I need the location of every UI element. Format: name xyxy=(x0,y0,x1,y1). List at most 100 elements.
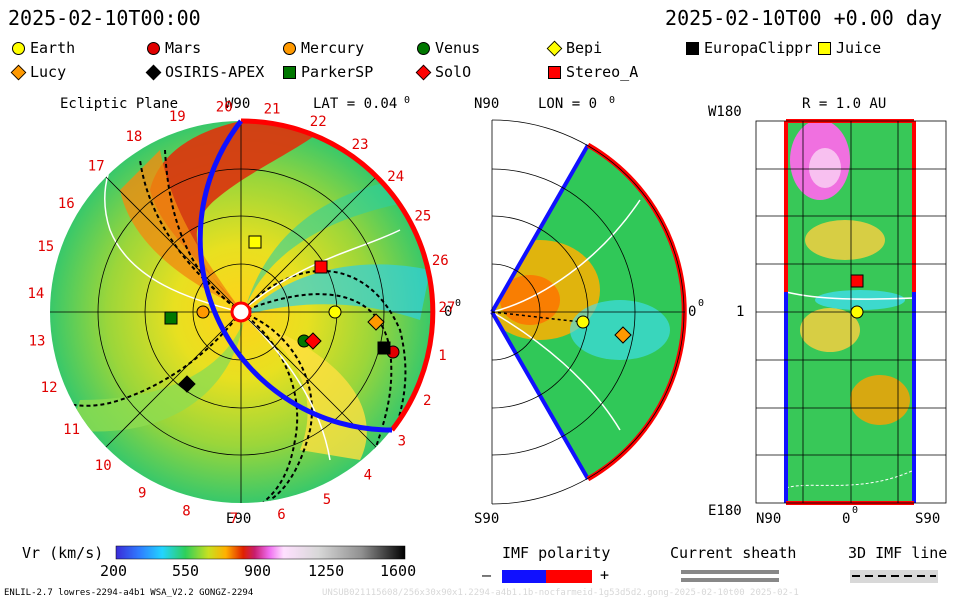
meridional-earth-marker xyxy=(576,315,590,329)
meridional-core-region xyxy=(500,275,560,325)
legend-item-solo: SolO xyxy=(415,63,472,81)
legend-item-europaclippr: EuropaClippr xyxy=(686,39,812,57)
carrington-label: 24 xyxy=(387,169,404,185)
legend-symbol-square xyxy=(283,65,296,79)
carrington-label: 16 xyxy=(58,196,75,212)
ecliptic-right-degree: 0 xyxy=(455,298,462,309)
slow-wind-lobe xyxy=(70,320,244,432)
sphere-imf-line-2 xyxy=(785,469,915,489)
r-label: R = 1.0 AU xyxy=(802,96,887,112)
legend-item-parkersp: ParkerSP xyxy=(283,63,373,81)
sphere-earth-marker xyxy=(850,305,864,319)
right-x-label-n90: N90 xyxy=(756,511,782,527)
carrington-label: 3 xyxy=(398,434,406,450)
europaclippr-marker xyxy=(377,341,391,355)
carrington-label: 12 xyxy=(41,380,58,396)
legend-label: Venus xyxy=(435,39,481,57)
legend-item-earth: Earth xyxy=(12,39,75,57)
right-y-mid-label: 1 xyxy=(736,304,745,320)
legend-label: SolO xyxy=(435,63,472,81)
carrington-label: 6 xyxy=(277,507,285,523)
legend-item-stereo-a: Stereo_A xyxy=(548,63,638,81)
legend-item-mars: Mars xyxy=(147,39,201,57)
carrington-label: 25 xyxy=(414,208,431,224)
legend-label: OSIRIS-APEX xyxy=(165,63,265,81)
carrington-label: 1 xyxy=(438,348,446,364)
ecliptic-top-label: W90 xyxy=(225,96,251,112)
legend-label: Juice xyxy=(836,39,882,57)
legend-symbol-circle xyxy=(283,41,296,55)
stereo-a-marker xyxy=(314,260,328,274)
ecliptic-bodies xyxy=(164,235,400,393)
legend-item-bepi: Bepi xyxy=(546,39,603,57)
footer-run: UNSUB021115608/256x30x90x1.2294-a4b1.1b-… xyxy=(322,588,799,598)
carrington-label: 10 xyxy=(95,458,112,474)
legend-item-mercury: Mercury xyxy=(283,39,364,57)
legend-symbol-circle xyxy=(417,41,430,55)
carrington-label: 4 xyxy=(364,467,372,483)
carrington-label: 8 xyxy=(182,504,190,520)
sheath-swatch-1 xyxy=(681,570,779,574)
legend-symbol-circle xyxy=(147,41,160,55)
date-right: 2025-02-10T00 +0.00 day xyxy=(665,6,942,30)
colorbar-tick-550: 550 xyxy=(172,562,200,580)
legend-item-venus: Venus xyxy=(417,39,480,57)
legend-label: Mars xyxy=(165,39,202,57)
right-x-degree: 0 xyxy=(852,505,859,516)
right-x-label-0: 0 xyxy=(842,511,851,527)
footer-model: ENLIL-2.7 lowres-2294-a4b1 WSA_V2.2 GONG… xyxy=(4,588,254,598)
sheath-swatch-2 xyxy=(681,578,779,582)
mid-bottom-label: S90 xyxy=(474,511,500,527)
imf-polarity-outward-arc xyxy=(240,118,436,432)
carrington-label: 22 xyxy=(310,114,327,130)
meridional-imf-line-2 xyxy=(492,311,621,431)
colorbar-tick-1250: 1250 xyxy=(308,562,345,580)
imf-polarity-title: IMF polarity xyxy=(502,544,611,562)
colorbar-tick-900: 900 xyxy=(244,562,272,580)
imf-line-3 xyxy=(240,229,401,313)
ecliptic-right-label: 0 xyxy=(444,304,453,320)
meridional-imf-line-1 xyxy=(492,199,641,313)
colorbar-tick-1600: 1600 xyxy=(380,562,417,580)
carrington-label: 15 xyxy=(37,239,54,255)
imf-minus-label: – xyxy=(482,566,492,584)
sphere-imf-line xyxy=(785,291,915,300)
parkersp-marker xyxy=(164,311,178,325)
lat-label: LAT = 0.04 xyxy=(313,96,398,112)
sphere-stereo-a-marker xyxy=(850,274,864,288)
carrington-label: 23 xyxy=(352,137,369,153)
meridional-sheath-line xyxy=(491,311,584,323)
current-sheath-6 xyxy=(240,311,299,503)
ecliptic-bottom-label: E90 xyxy=(226,511,252,527)
imf-polarity-inward-arc xyxy=(197,119,393,433)
mid-top-label: N90 xyxy=(474,96,500,112)
osiris-apex-marker xyxy=(178,375,196,393)
legend-item-lucy: Lucy xyxy=(10,63,67,81)
meridional-lucy-marker xyxy=(614,326,632,344)
legend-symbol-circle xyxy=(12,41,25,55)
carrington-label: 27 xyxy=(438,300,455,316)
vr-colorbar xyxy=(115,545,406,560)
solo-marker xyxy=(304,332,322,350)
lon-label: LON = 0 xyxy=(538,96,598,112)
sphere-grid xyxy=(755,120,947,504)
carrington-label: 7 xyxy=(230,511,238,527)
sphere-panel xyxy=(755,119,947,505)
lat-degree: 0 xyxy=(404,95,411,106)
juice-marker xyxy=(248,235,262,249)
carrington-label: 11 xyxy=(63,422,80,438)
legend-label: Earth xyxy=(30,39,76,57)
current-sheath-title: Current sheath xyxy=(670,544,797,562)
date-left: 2025-02-10T00:00 xyxy=(8,6,201,30)
legend-label: Lucy xyxy=(30,63,67,81)
lucy-marker xyxy=(367,313,385,331)
legend-label: Bepi xyxy=(566,39,603,57)
imf-positive-swatch xyxy=(546,570,592,583)
right-top-label: W180 xyxy=(708,104,742,120)
colorbar-title: Vr (km/s) xyxy=(22,544,104,562)
carrington-label: 18 xyxy=(125,129,142,145)
legend-symbol-square xyxy=(686,41,699,55)
